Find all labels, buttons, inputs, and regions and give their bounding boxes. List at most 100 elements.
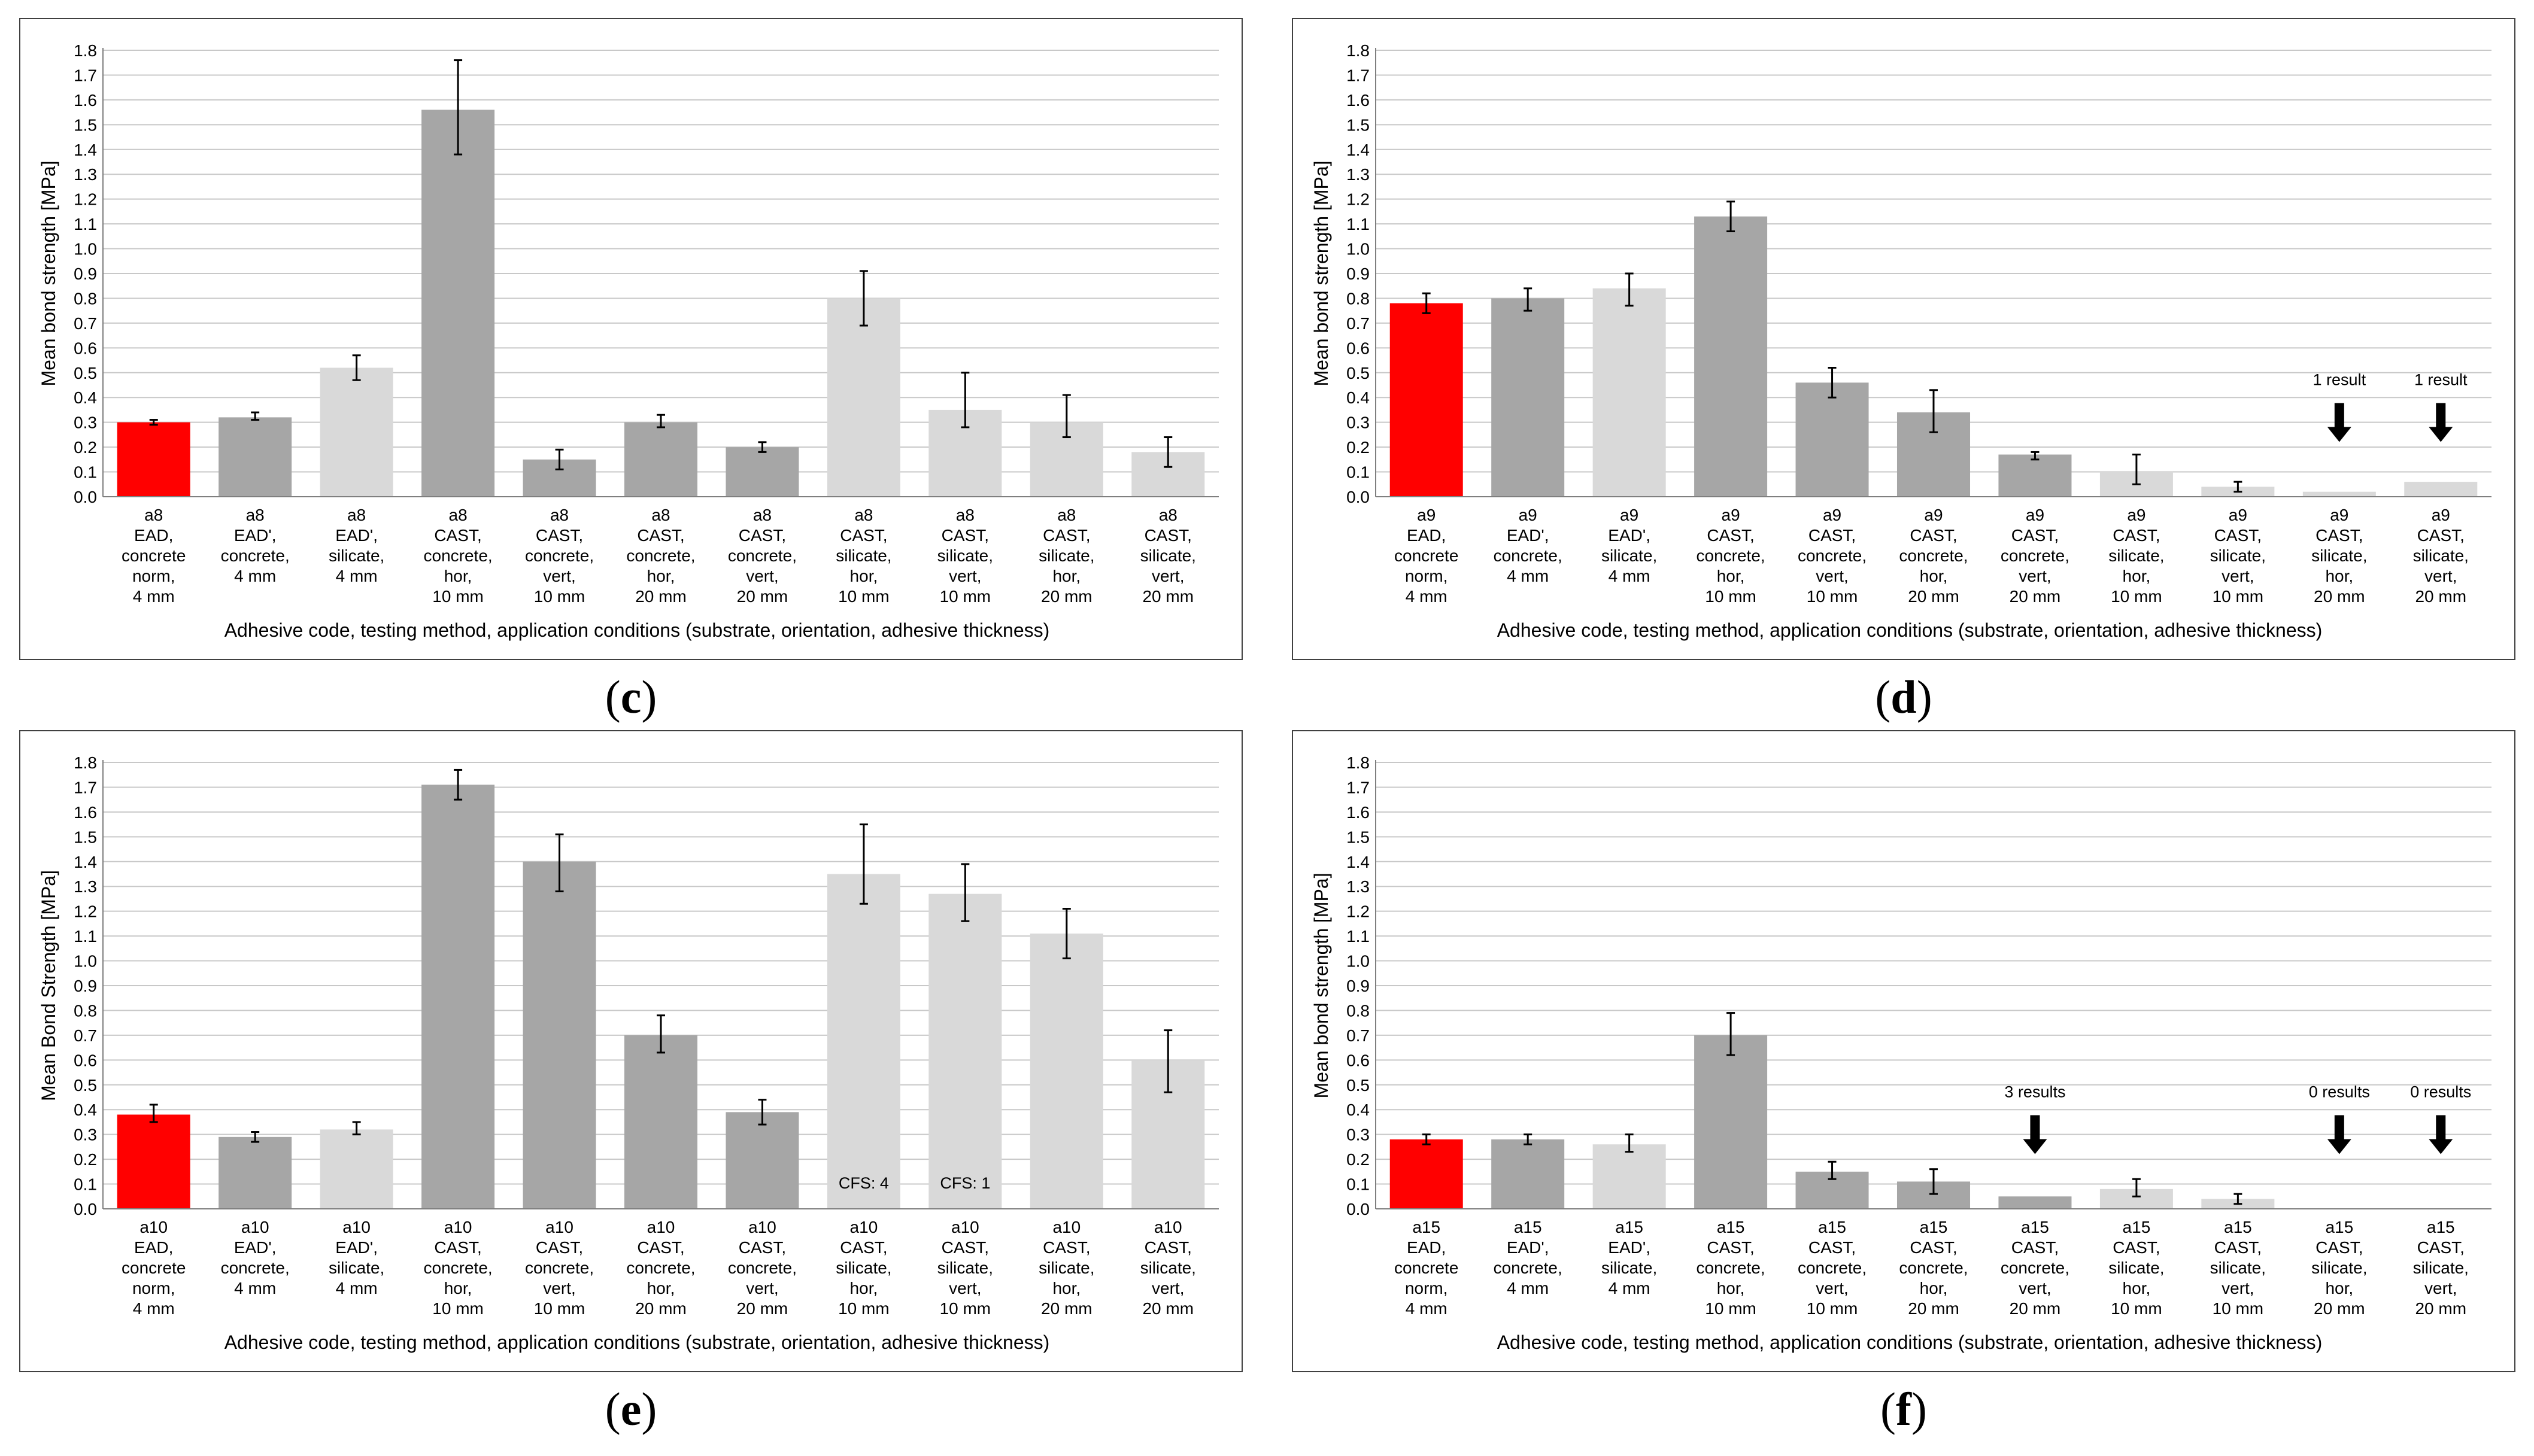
x-tick-label: a10: [1052, 1218, 1081, 1236]
x-tick-label: concrete,: [626, 1259, 695, 1277]
bar: [827, 874, 900, 1209]
y-tick-label: 1.6: [1346, 803, 1370, 822]
x-tick-label: concrete,: [2001, 1259, 2069, 1277]
x-tick-label: CAST,: [1910, 1238, 1957, 1257]
y-axis-title: Mean Bond Strength [MPa]: [38, 870, 59, 1101]
x-tick-label: CAST,: [637, 1238, 684, 1257]
x-tick-label: 4 mm: [234, 567, 276, 585]
x-tick-label: concrete,: [1899, 1259, 1968, 1277]
bar: [117, 1114, 190, 1209]
y-tick-label: 1.2: [74, 190, 97, 209]
bar-chart-c: 0.0 0.1 0.2 0.3 0.4 0.5 0.6 0.7 0.8 0.9 1.0 1.1 1.2 1…: [38, 41, 1219, 641]
x-tick-label: CAST,: [2214, 1238, 2262, 1257]
y-tick-label: 0.4: [1346, 1101, 1370, 1119]
bar: [1491, 1139, 1565, 1209]
y-tick-label: 0.5: [74, 1076, 97, 1095]
x-tick-label: silicate,: [329, 546, 384, 565]
x-tick-label: CAST,: [739, 1238, 786, 1257]
y-tick-label: 1.4: [74, 853, 97, 871]
y-tick-label: 1.1: [1346, 927, 1370, 946]
x-axis-title: Adhesive code, testing method, applicati…: [224, 619, 1050, 641]
x-tick-label: hor,: [444, 567, 472, 585]
x-tick-label: CAST,: [434, 526, 481, 545]
x-tick-label: 20 mm: [737, 587, 788, 606]
bar: [1491, 298, 1565, 497]
x-tick-label: CAST,: [840, 526, 887, 545]
bar: [1998, 1196, 2072, 1209]
y-tick-label: 0.6: [1346, 1051, 1370, 1069]
y-tick-label: 0.3: [1346, 414, 1370, 432]
x-tick-label: 4 mm: [1406, 587, 1447, 606]
x-tick-label: 20 mm: [635, 587, 687, 606]
x-tick-label: 20 mm: [2415, 587, 2466, 606]
bar: [1694, 1035, 1768, 1209]
y-tick-label: 1.5: [1346, 115, 1370, 134]
x-tick-label: 10 mm: [1705, 587, 1756, 606]
x-tick-label: a8: [144, 506, 163, 524]
bar: [421, 785, 495, 1209]
y-tick-label: 0.1: [74, 463, 97, 482]
y-tick-label: 1.7: [74, 66, 97, 84]
bar: [1389, 303, 1463, 497]
y-tick-label: 0.8: [1346, 289, 1370, 308]
bar: [1694, 216, 1768, 497]
x-tick-label: 20 mm: [2010, 587, 2061, 606]
caption-e: (e): [605, 1383, 657, 1435]
bar: [1030, 933, 1103, 1209]
x-tick-label: hor,: [444, 1279, 472, 1297]
y-tick-label: 0.0: [74, 488, 97, 506]
x-tick-label: CAST,: [2316, 1238, 2363, 1257]
x-tick-label: CAST,: [536, 1238, 583, 1257]
y-tick-label: 0.7: [1346, 314, 1370, 333]
bar: [320, 367, 393, 497]
bar: [624, 422, 698, 497]
bar: [1795, 382, 1869, 497]
x-tick-label: silicate,: [1039, 546, 1094, 565]
chart-panel-c: 0.0 0.1 0.2 0.3 0.4 0.5 0.6 0.7 0.8 0.9 1.0 1.1 1.2 1…: [19, 18, 1243, 660]
y-tick-label: 0.4: [74, 1101, 97, 1119]
y-tick-label: 0.4: [1346, 388, 1370, 407]
y-tick-label: 0.0: [74, 1200, 97, 1218]
bar-chart-d: 0.0 0.1 0.2 0.3 0.4 0.5 0.6 0.7 0.8 0.9 1.0 1.1 1.2 1…: [1310, 41, 2491, 641]
x-tick-label: CAST,: [1145, 526, 1192, 545]
x-tick-label: silicate,: [2311, 546, 2367, 565]
x-tick-label: EAD',: [1507, 1238, 1549, 1257]
x-tick-label: a9: [2229, 506, 2247, 524]
x-tick-label: hor,: [1920, 1279, 1948, 1297]
x-tick-label: silicate,: [836, 1259, 891, 1277]
x-tick-label: 10 mm: [2213, 1299, 2264, 1318]
x-tick-label: 20 mm: [1041, 587, 1092, 606]
y-tick-label: 1.4: [1346, 853, 1370, 871]
y-tick-label: 1.3: [74, 165, 97, 184]
x-tick-label: vert,: [746, 567, 778, 585]
x-tick-label: a15: [1717, 1218, 1745, 1236]
x-tick-label: a8: [651, 506, 670, 524]
x-tick-label: CAST,: [1043, 526, 1090, 545]
x-tick-label: concrete,: [525, 1259, 594, 1277]
y-tick-label: 1.8: [74, 753, 97, 772]
bar: [2404, 482, 2478, 497]
x-tick-label: concrete,: [2001, 546, 2069, 565]
x-tick-label: hor,: [2325, 567, 2353, 585]
annotation-label: 0 results: [2309, 1083, 2370, 1101]
x-tick-label: hor,: [2123, 567, 2151, 585]
x-tick-label: concrete,: [424, 1259, 493, 1277]
x-tick-label: EAD,: [134, 1238, 173, 1257]
x-tick-label: a9: [2432, 506, 2450, 524]
y-tick-label: 0.0: [1346, 1200, 1370, 1218]
y-tick-label: 0.1: [1346, 463, 1370, 482]
x-tick-label: 10 mm: [432, 587, 484, 606]
x-tick-label: a8: [1159, 506, 1178, 524]
x-tick-label: 20 mm: [737, 1299, 788, 1318]
y-tick-label: 0.7: [74, 1026, 97, 1045]
x-tick-label: norm,: [1405, 567, 1448, 585]
x-tick-label: CAST,: [1808, 1238, 1856, 1257]
x-tick-label: a8: [550, 506, 569, 524]
x-tick-label: 4 mm: [1609, 567, 1650, 585]
y-tick-label: 1.6: [1346, 91, 1370, 110]
annotation-label: 1 result: [2414, 371, 2468, 389]
x-tick-label: hor,: [1052, 567, 1081, 585]
y-tick-label: 1.0: [1346, 240, 1370, 259]
x-tick-label: vert,: [543, 567, 575, 585]
x-tick-label: 20 mm: [1908, 1299, 1959, 1318]
